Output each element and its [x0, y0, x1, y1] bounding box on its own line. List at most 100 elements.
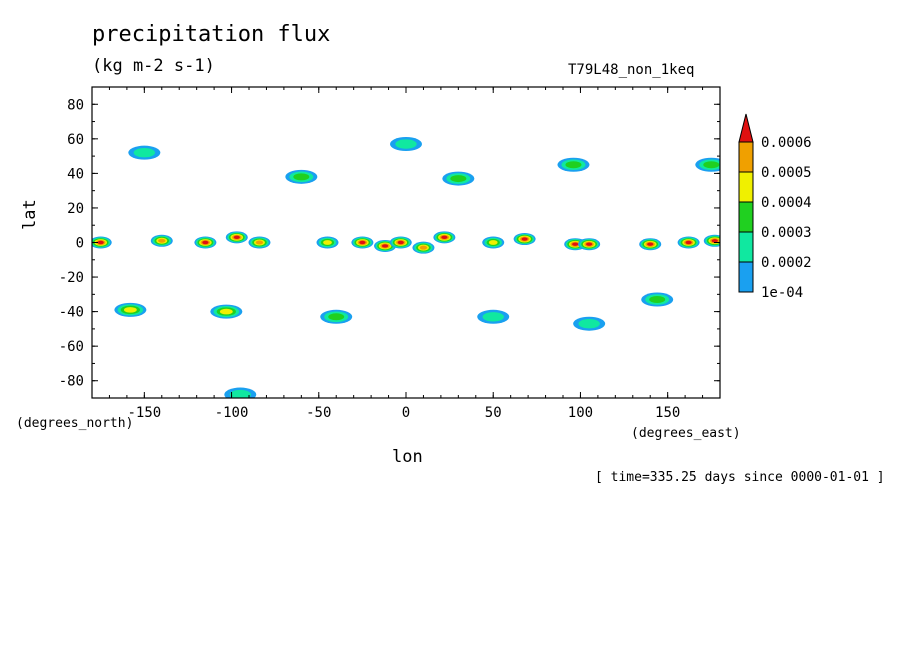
feature-30 [224, 387, 257, 398]
contour-level-2 [649, 296, 666, 304]
feature-22 [557, 157, 590, 172]
contour-level-5 [572, 242, 579, 246]
contour-level-5 [441, 235, 448, 240]
contour-level-5 [685, 240, 692, 245]
feature-28 [573, 316, 606, 331]
colorbar-band [738, 201, 754, 233]
x-axis-ticks: -150 -100 -50 0 50 100 150 [108, 87, 704, 421]
x-tick-label: -50 [306, 405, 331, 421]
contour-level-2 [450, 175, 467, 183]
contour-level-5 [359, 240, 366, 245]
y-tick-label: 80 [67, 97, 84, 113]
contour-level-2 [703, 161, 720, 169]
feature-25 [210, 304, 243, 319]
colorbar-band [738, 171, 754, 203]
feature-15 [639, 238, 662, 251]
feature-12 [513, 233, 536, 246]
contour-level-1 [133, 147, 156, 158]
colorbar-arrow [738, 113, 754, 143]
feature-6 [351, 236, 374, 249]
colorbar-label: 1e-04 [761, 285, 803, 301]
colorbar-label: 0.0003 [761, 225, 812, 241]
y-axis-units-note: (degrees_north) [16, 416, 134, 431]
feature-2 [194, 236, 217, 249]
contour-level-3 [488, 240, 498, 245]
contour-level-4 [419, 245, 428, 250]
time-stamp: [ time=335.25 days since 0000-01-01 ] [595, 470, 885, 485]
colorbar-band [738, 141, 754, 173]
y-tick-label: -80 [59, 374, 84, 390]
contour-level-1 [395, 139, 417, 149]
feature-14 [578, 238, 601, 251]
contour-level-5 [711, 239, 718, 243]
y-tick-label: -60 [59, 339, 84, 355]
contour-level-3 [323, 240, 332, 245]
feature-0 [92, 236, 112, 249]
y-tick-label: 40 [67, 166, 84, 182]
y-axis-ticks: 80 60 40 20 0 -20 -40 -60 -80 [59, 97, 720, 390]
colorbar-band [738, 231, 754, 263]
feature-11 [482, 236, 505, 249]
contour-level-2 [293, 173, 310, 181]
contour-level-1 [482, 312, 504, 322]
x-tick-label: 100 [568, 405, 593, 421]
chart-units: (kg m-2 s-1) [92, 56, 215, 76]
y-tick-label: -40 [59, 305, 84, 321]
feature-27 [477, 309, 510, 324]
feature-3 [225, 231, 248, 244]
contour-level-5 [202, 240, 209, 245]
contour-level-1 [578, 319, 600, 329]
contour-level-2 [328, 313, 345, 321]
x-axis-label: lon [392, 447, 423, 467]
feature-29 [641, 292, 674, 307]
chart-title: precipitation flux [92, 22, 331, 47]
contour-level-4 [158, 238, 166, 243]
contour-level-5 [521, 237, 528, 241]
contour-level-5 [647, 242, 654, 246]
feature-26 [320, 309, 353, 324]
contour-level-1 [229, 389, 251, 398]
x-tick-label: 50 [485, 405, 502, 421]
y-tick-label: -20 [59, 270, 84, 286]
colorbar-label: 0.0002 [761, 255, 812, 271]
x-axis-units-note: (degrees_east) [631, 426, 741, 441]
colorbar: 1e-04 0.0002 0.0003 0.0004 0.0005 0.0006 [738, 113, 812, 301]
feature-21 [442, 171, 475, 186]
contour-level-2 [565, 161, 582, 169]
feature-9 [412, 241, 435, 254]
colorbar-band [738, 261, 754, 293]
feature-16 [677, 236, 700, 249]
colorbar-label: 0.0005 [761, 165, 812, 181]
contour-level-5 [97, 240, 104, 245]
x-tick-label: 0 [402, 405, 410, 421]
feature-1 [150, 234, 173, 247]
feature-19 [285, 169, 318, 184]
y-axis-label: lat [20, 199, 40, 230]
feature-20 [390, 137, 422, 152]
feature-18 [128, 145, 161, 160]
contour-level-5 [397, 240, 404, 245]
feature-8 [389, 236, 412, 249]
contour-field [92, 137, 720, 398]
y-tick-label: 60 [67, 132, 84, 148]
feature-5 [316, 236, 339, 249]
colorbar-label: 0.0004 [761, 195, 812, 211]
contour-level-3 [123, 307, 137, 313]
contour-level-4 [255, 240, 264, 245]
y-tick-label: 20 [67, 201, 84, 217]
feature-10 [433, 231, 456, 244]
y-tick-label: 0 [76, 236, 84, 252]
contour-level-5 [381, 244, 389, 248]
x-tick-label: -150 [127, 405, 161, 421]
feature-17 [703, 234, 720, 247]
x-tick-label: 150 [655, 405, 680, 421]
feature-4 [248, 236, 271, 249]
feature-24 [114, 302, 147, 317]
contour-level-5 [233, 235, 240, 240]
x-tick-label: -100 [215, 405, 249, 421]
run-label: T79L48_non_1keq [568, 62, 695, 78]
colorbar-label: 0.0006 [761, 135, 812, 151]
contour-level-3 [219, 308, 233, 315]
contour-level-5 [586, 242, 593, 246]
